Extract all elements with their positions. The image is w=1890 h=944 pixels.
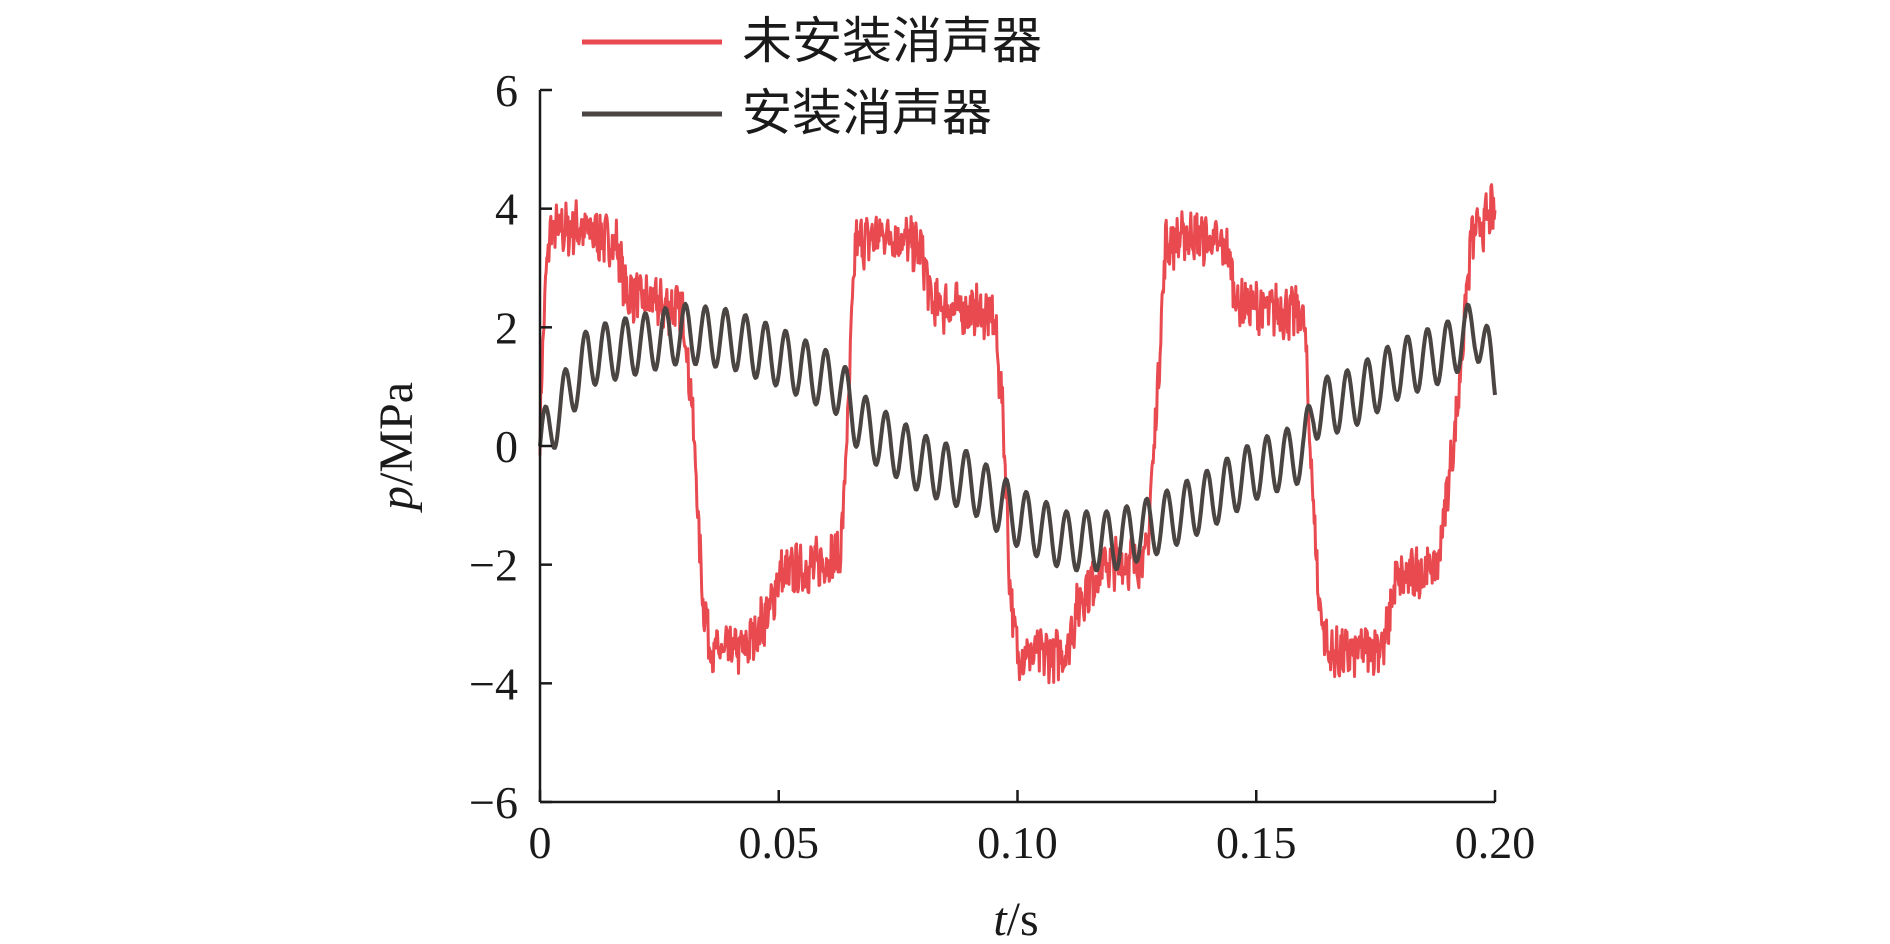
y-tick-label: −2 <box>469 540 518 591</box>
y-axis-var: p <box>370 486 423 513</box>
series-line-muffled <box>538 301 1497 573</box>
y-axis-label: p/MPa <box>370 382 423 513</box>
x-tick-label: 0.20 <box>1455 817 1536 868</box>
series-line-unmuffled <box>538 183 1497 685</box>
y-tick-label: 4 <box>495 184 518 235</box>
y-axis-unit: /MPa <box>370 382 423 486</box>
x-tick-label: 0.05 <box>739 817 820 868</box>
axes-layer <box>538 90 1495 804</box>
y-tick-label: 0 <box>495 421 518 472</box>
legend: 未安装消声器 安装消声器 <box>582 12 1042 142</box>
legend-label-unmuffled: 未安装消声器 <box>742 12 1042 70</box>
x-axis-unit: /s <box>1007 893 1039 944</box>
x-tick-label: 0.10 <box>977 817 1058 868</box>
x-tick-label: 0 <box>529 817 552 868</box>
x-axis-label: t/s <box>993 893 1038 944</box>
y-tick-label: 6 <box>495 65 518 116</box>
series-layer <box>538 183 1497 685</box>
y-tick-label: −4 <box>469 658 518 709</box>
y-tick-label: 2 <box>495 302 518 353</box>
x-axis-var: t <box>993 893 1008 944</box>
legend-label-muffled: 安装消声器 <box>742 84 992 142</box>
y-tick-label: −6 <box>469 777 518 828</box>
x-tick-label: 0.15 <box>1216 817 1297 868</box>
